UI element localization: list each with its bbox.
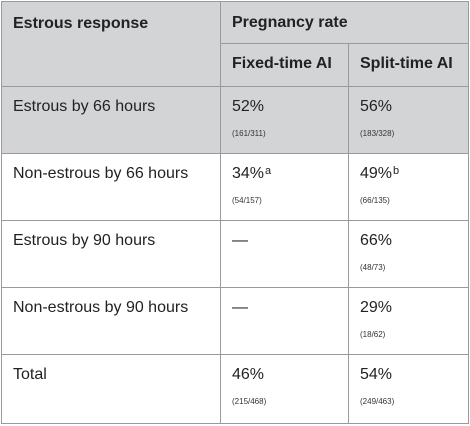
split-time-pct: 49%b	[360, 165, 400, 182]
fixed-time-cell: —	[220, 220, 349, 288]
split-time-cell: 49%b (66/135)	[347, 153, 470, 221]
fixed-time-cell: 34%a (54/157)	[220, 153, 349, 221]
superscript-a: a	[265, 165, 272, 177]
table-row-total: Total 46% (215/468) 54% (249/463)	[1, 354, 470, 424]
group-header-pregnancy-rate: Pregnancy rate	[219, 1, 470, 44]
fixed-time-cell: 46% (215/468)	[220, 354, 349, 424]
fixed-time-pct: —	[232, 299, 248, 316]
row-label: Estrous by 90 hours	[1, 220, 221, 288]
fixed-time-cell: —	[220, 287, 349, 355]
fixed-time-pct: —	[232, 232, 248, 249]
split-time-fraction: (183/328)	[360, 129, 395, 138]
split-time-cell: 29% (18/62)	[347, 287, 470, 355]
table-body: Estrous by 66 hours 52% (161/311) 56% (1…	[1, 86, 470, 424]
sub-header-fixed-time-ai: Fixed-time AI	[220, 43, 349, 87]
fixed-time-cell: 52% (161/311)	[220, 86, 349, 154]
table-row: Estrous by 66 hours 52% (161/311) 56% (1…	[1, 86, 470, 154]
row-label: Non-estrous by 66 hours	[1, 153, 221, 221]
split-time-cell: 56% (183/328)	[347, 86, 470, 154]
sub-header-split-time-ai: Split-time AI	[347, 43, 470, 87]
fixed-time-fraction: (161/311)	[232, 129, 266, 138]
col-header-estrous-response: Estrous response	[1, 1, 221, 87]
row-label: Total	[1, 354, 221, 424]
split-time-cell: 54% (249/463)	[347, 354, 470, 424]
split-time-pct: 56%	[360, 98, 393, 115]
table-row: Non-estrous by 90 hours — 29% (18/62)	[1, 287, 470, 355]
fixed-time-pct: 46%	[232, 366, 265, 383]
superscript-b: b	[393, 165, 400, 177]
fixed-time-fraction: (54/157)	[232, 196, 262, 205]
split-time-fraction: (66/135)	[360, 196, 390, 205]
table-row: Non-estrous by 66 hours 34%a (54/157) 49…	[1, 153, 470, 221]
row-label: Non-estrous by 90 hours	[1, 287, 221, 355]
fixed-time-pct: 52%	[232, 98, 265, 115]
split-time-fraction: (48/73)	[360, 263, 386, 272]
fixed-time-fraction: (215/468)	[232, 397, 267, 406]
split-time-pct: 54%	[360, 366, 393, 383]
row-label: Estrous by 66 hours	[1, 86, 221, 154]
split-time-fraction: (249/463)	[360, 397, 395, 406]
fixed-time-pct: 34%a	[232, 165, 272, 182]
split-time-pct: 66%	[360, 232, 393, 249]
table-row: Estrous by 90 hours — 66% (48/73)	[1, 220, 470, 288]
split-time-cell: 66% (48/73)	[347, 220, 470, 288]
split-time-fraction: (18/62)	[360, 330, 386, 339]
split-time-pct: 29%	[360, 299, 393, 316]
